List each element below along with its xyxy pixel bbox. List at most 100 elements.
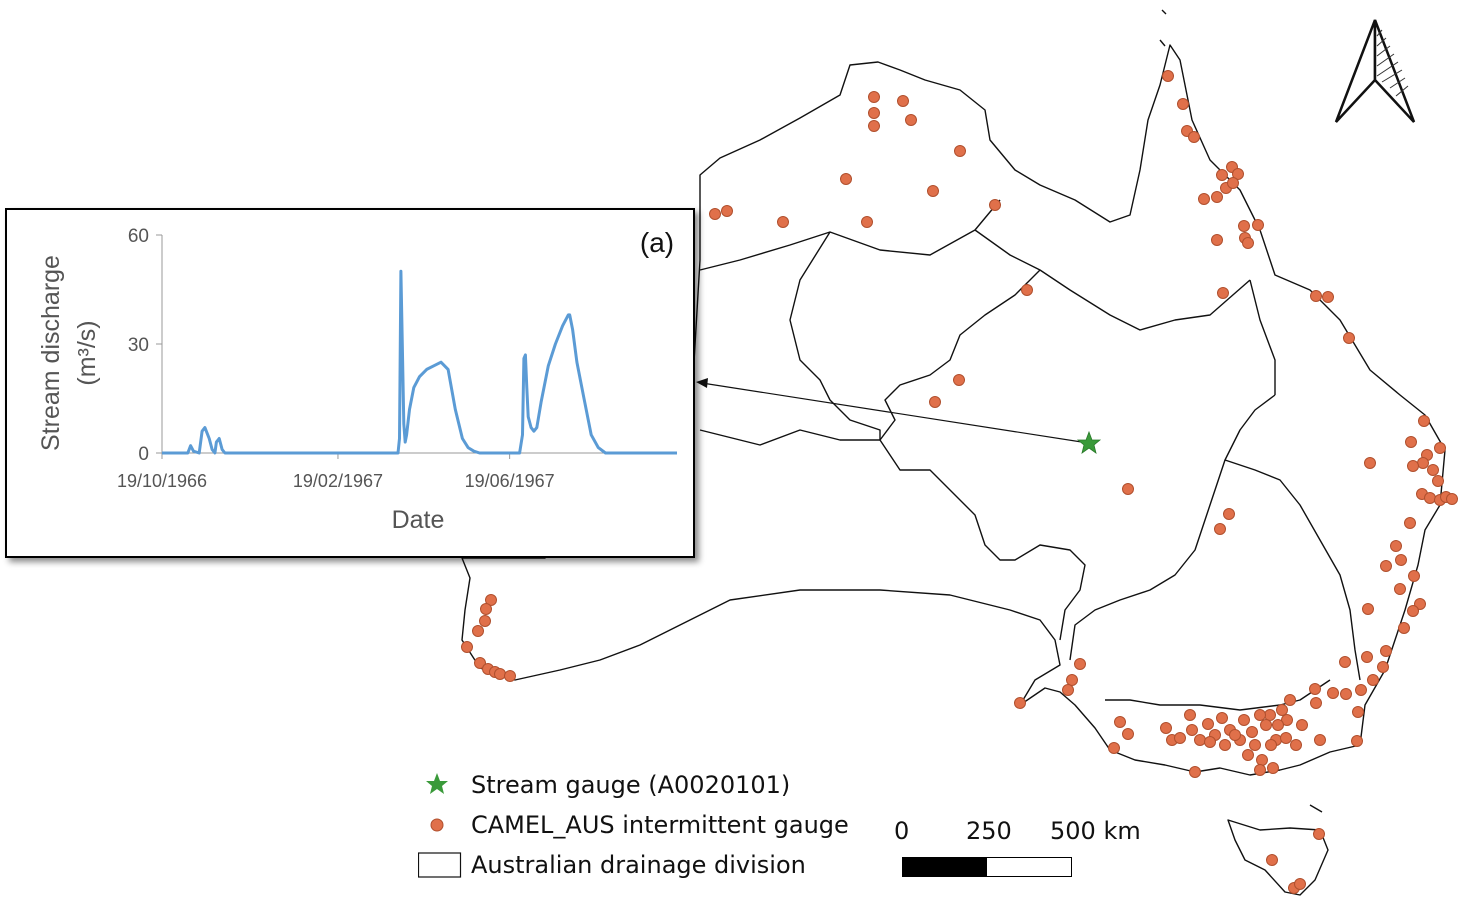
intermittent-gauge-marker xyxy=(1280,732,1292,744)
intermittent-gauge-marker xyxy=(1407,605,1419,617)
chart-ylabel: Stream discharge xyxy=(37,255,65,451)
intermittent-gauge-marker xyxy=(868,107,880,119)
mainland-outline xyxy=(461,44,1446,776)
intermittent-gauge-marker xyxy=(1290,739,1302,751)
scale-label-0: 0 xyxy=(894,817,910,845)
intermittent-gauge-marker xyxy=(1310,290,1322,302)
intermittent-gauge-marker xyxy=(777,216,789,228)
intermittent-gauge-marker xyxy=(1122,483,1134,495)
intermittent-gauge-marker xyxy=(954,145,966,157)
intermittent-gauge-marker xyxy=(1351,735,1363,747)
intermittent-gauge-marker xyxy=(1174,732,1186,744)
division-boundary-9 xyxy=(1249,279,1276,395)
legend-item-intermittent-gauge: CAMEL_AUS intermittent gauge xyxy=(418,808,849,842)
chart-series xyxy=(162,269,677,455)
y-tick-label: 0 xyxy=(138,444,149,465)
intermittent-gauge-marker xyxy=(1276,704,1288,716)
intermittent-gauge-marker xyxy=(480,603,492,615)
intermittent-gauge-marker xyxy=(1407,460,1419,472)
intermittent-gauge-marker xyxy=(840,173,852,185)
dot-icon xyxy=(418,808,458,842)
intermittent-gauge-marker xyxy=(1343,332,1355,344)
legend-item-drainage-division: Australian drainage division xyxy=(417,848,806,882)
division-boundary-1 xyxy=(699,199,1001,271)
intermittent-gauge-marker xyxy=(1405,436,1417,448)
intermittent-gauge-marker xyxy=(1394,583,1406,595)
discharge-series-line xyxy=(162,269,677,455)
intermittent-gauge-marker xyxy=(1362,603,1374,615)
north-arrow-icon xyxy=(1334,19,1416,123)
intermittent-gauge-marker xyxy=(1367,674,1379,686)
inset-pointer-line xyxy=(701,382,1089,444)
intermittent-gauge-marker xyxy=(1408,570,1420,582)
intermittent-gauge-marker xyxy=(1204,736,1216,748)
intermittent-gauge-marker xyxy=(1380,560,1392,572)
legend-item-stream-gauge: Stream gauge (A0020101) xyxy=(418,768,790,802)
intermittent-gauge-marker xyxy=(1364,457,1376,469)
intermittent-gauge-marker xyxy=(1322,291,1334,303)
map-legend: Stream gauge (A0020101) CAMEL_AUS interm… xyxy=(417,768,858,888)
intermittent-gauge-marker xyxy=(1202,718,1214,730)
intermittent-gauge-marker xyxy=(1217,287,1229,299)
intermittent-gauge-marker xyxy=(1062,684,1074,696)
intermittent-gauge-marker xyxy=(1265,739,1277,751)
intermittent-gauge-marker xyxy=(1296,719,1308,731)
intermittent-gauge-marker xyxy=(1380,645,1392,657)
intermittent-gauge-marker xyxy=(1216,169,1228,181)
scale-label-500: 500 km xyxy=(1050,817,1141,845)
intermittent-gauge-marker xyxy=(1309,683,1321,695)
division-boundary-7 xyxy=(1105,679,1331,711)
intermittent-gauge-marker xyxy=(494,668,506,680)
intermittent-gauge-marker xyxy=(989,199,1001,211)
stream-gauge-star-icon xyxy=(1076,430,1102,454)
chart-xlabel: Date xyxy=(392,506,445,534)
star-icon xyxy=(418,768,458,802)
intermittent-gauge-marker xyxy=(1264,709,1276,721)
x-tick-label: 19/02/1967 xyxy=(293,471,383,491)
scale-bar: 0 250 500 km xyxy=(890,815,1150,885)
intermittent-gauge-marker xyxy=(1227,177,1239,189)
intermittent-gauge-marker xyxy=(1414,598,1426,610)
intermittent-gauge-marker xyxy=(709,208,721,220)
intermittent-gauge-marker xyxy=(905,114,917,126)
scale-label-250: 250 xyxy=(966,817,1012,845)
intermittent-gauge-marker xyxy=(1211,234,1223,246)
intermittent-gauge-marker xyxy=(1216,712,1228,724)
intermittent-gauge-marker xyxy=(721,205,733,217)
intermittent-gauge-marker xyxy=(1189,766,1201,778)
intermittent-gauge-marker xyxy=(1246,726,1258,738)
division-boundary-3 xyxy=(789,231,881,440)
division-boundary-8 xyxy=(699,429,880,446)
intermittent-gauge-marker xyxy=(1238,220,1250,232)
intermittent-gauge-marker xyxy=(929,396,941,408)
intermittent-gauge-marker xyxy=(1066,674,1078,686)
intermittent-gauge-marker xyxy=(1188,131,1200,143)
legend-label-drainage-division: Australian drainage division xyxy=(471,851,806,879)
australia-drainage-divisions xyxy=(461,9,1446,896)
chart-ylabel-unit: (m³/s) xyxy=(73,320,101,385)
division-box-icon xyxy=(417,848,462,882)
intermittent-gauge-marker xyxy=(1108,742,1120,754)
intermittent-gauge-marker xyxy=(1242,749,1254,761)
intermittent-gauge-marker xyxy=(1340,688,1352,700)
intermittent-gauge-marker xyxy=(1272,719,1284,731)
intermittent-gauge-marker xyxy=(1284,694,1296,706)
intermittent-gauge-marker xyxy=(1327,687,1339,699)
intermittent-gauge-marker xyxy=(1194,734,1206,746)
intermittent-gauge-marker xyxy=(868,91,880,103)
x-tick-label: 19/06/1967 xyxy=(465,471,555,491)
intermittent-gauge-marker xyxy=(1424,492,1436,504)
intermittent-gauge-marker xyxy=(1281,714,1293,726)
scale-segment-black xyxy=(902,857,988,877)
intermittent-gauge-marker xyxy=(1313,828,1325,840)
intermittent-gauge-marker xyxy=(927,185,939,197)
intermittent-gauge-marker xyxy=(1014,697,1026,709)
intermittent-gauge-marker xyxy=(1310,697,1322,709)
intermittent-gauge-marker xyxy=(897,95,909,107)
discharge-inset-panel: 0 30 60 19/10/1966 19/02/1967 19/06/1967 (a) … xyxy=(5,208,695,558)
intermittent-gauge-marker xyxy=(1339,656,1351,668)
intermittent-gauge-marker xyxy=(868,120,880,132)
intermittent-gauge-marker xyxy=(1162,70,1174,82)
intermittent-gauge-marker xyxy=(1242,237,1254,249)
